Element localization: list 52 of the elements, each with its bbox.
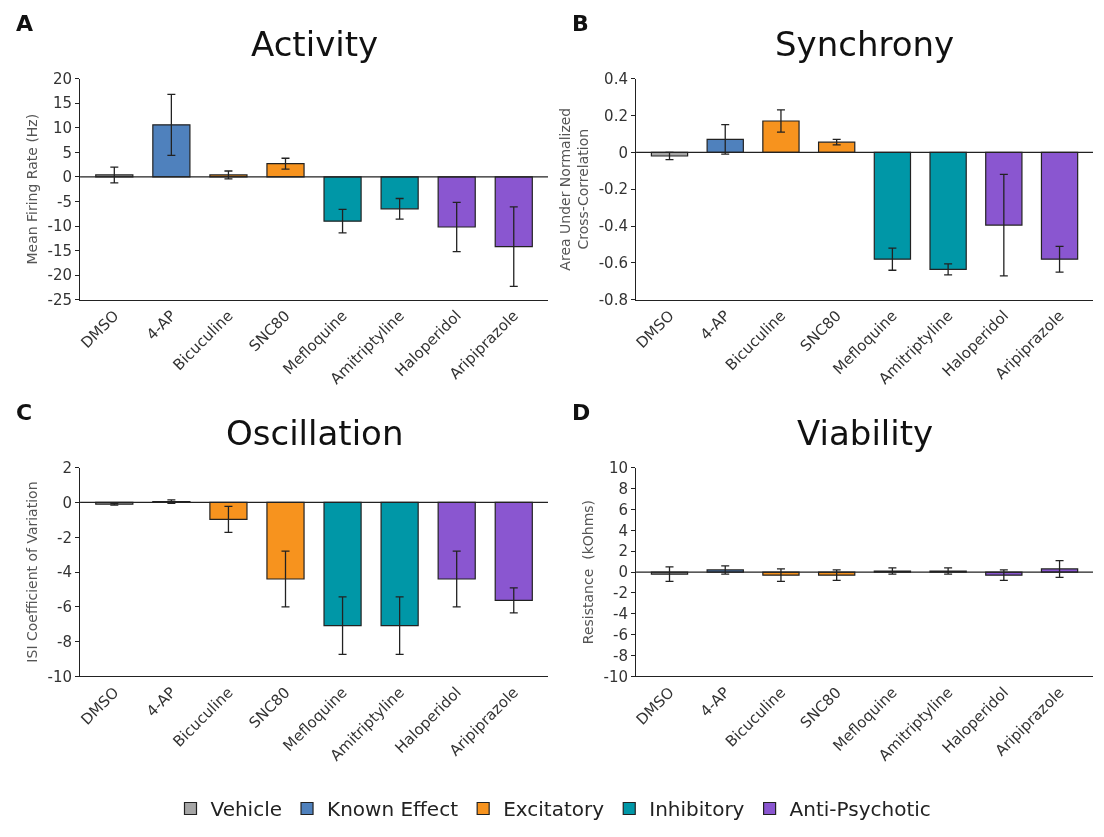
y-tick-label: -8 <box>57 632 72 651</box>
y-tick-label: 5 <box>62 143 72 162</box>
y-tick-label: 0 <box>618 143 628 162</box>
y-tick-label: -0.4 <box>598 217 628 236</box>
text: C <box>16 400 33 425</box>
y-tick-label: 8 <box>618 479 628 498</box>
text: D <box>572 400 591 425</box>
y-tick-label: 20 <box>52 69 72 88</box>
y-axis-title: ISI Coefficient of Variation <box>24 481 41 663</box>
y-tick-label: 0 <box>62 168 72 187</box>
text: A <box>16 11 34 36</box>
y-tick-label: -2 <box>57 528 72 547</box>
legend-label: Vehicle <box>210 797 283 822</box>
y-tick-label: 4 <box>618 521 628 540</box>
y-tick-label: 0 <box>62 493 72 512</box>
y-tick-label: 10 <box>608 458 628 477</box>
legend-label: Inhibitory <box>649 797 745 822</box>
y-tick-label: -8 <box>613 646 628 665</box>
y-tick-label: 10 <box>52 119 72 138</box>
y-tick-label: -10 <box>47 667 72 686</box>
y-tick-label: -4 <box>57 563 72 582</box>
y-tick-label: -10 <box>603 667 628 686</box>
chart-title: Oscillation <box>226 413 404 453</box>
y-tick-label: -15 <box>47 241 72 260</box>
y-tick-label: 2 <box>618 542 628 561</box>
y-tick-label: -10 <box>47 217 72 236</box>
y-tick-label: -2 <box>613 584 628 603</box>
y-tick-label: -0.6 <box>598 254 628 273</box>
y-tick-label: 15 <box>52 94 72 113</box>
legend-label: Anti-Psychotic <box>789 797 931 822</box>
chart-title: Synchrony <box>775 24 955 64</box>
text: B <box>572 11 589 36</box>
y-tick-label: 0 <box>618 563 628 582</box>
y-tick-label: 0.4 <box>604 69 628 88</box>
y-tick-label: -5 <box>57 192 72 211</box>
y-axis-title: Resistance (kOhms) <box>580 499 597 645</box>
y-tick-label: 6 <box>618 500 628 519</box>
chart-title: Viability <box>797 413 934 453</box>
chart-title: Activity <box>251 24 379 64</box>
y-tick-label: -20 <box>47 266 72 285</box>
y-tick-label: -4 <box>613 605 628 624</box>
y-tick-label: -6 <box>57 598 72 617</box>
y-tick-label: 0.2 <box>604 106 628 125</box>
legend-label: Excitatory <box>503 797 605 822</box>
y-tick-label: -6 <box>613 625 628 644</box>
y-axis-title: Area Under Normalized Cross-Correlation <box>557 107 592 271</box>
y-tick-label: 2 <box>62 458 72 477</box>
y-axis-title: Mean Firing Rate (Hz) <box>24 113 41 265</box>
legend-label: Known Effect <box>327 797 459 822</box>
y-tick-label: -0.2 <box>598 180 628 199</box>
y-tick-label: -0.8 <box>598 290 628 309</box>
y-tick-label: -25 <box>47 290 72 309</box>
